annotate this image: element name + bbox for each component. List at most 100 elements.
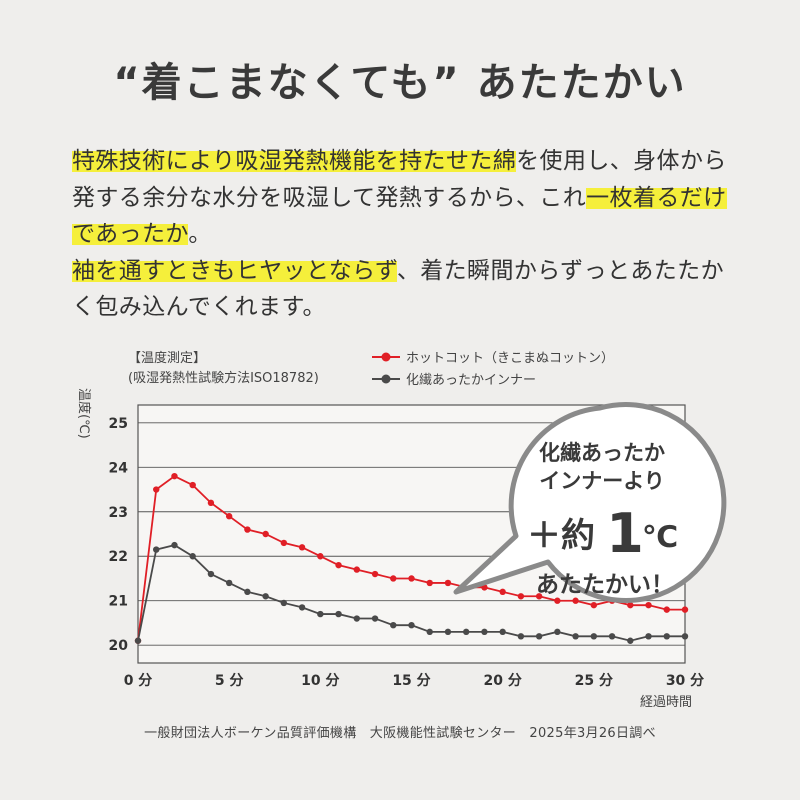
data-point-synthetic bbox=[353, 615, 360, 622]
data-point-hotcot bbox=[225, 513, 233, 520]
data-point-synthetic bbox=[244, 588, 251, 596]
data-point-synthetic bbox=[317, 610, 324, 618]
data-point-hotcot bbox=[153, 486, 160, 493]
data-point-synthetic bbox=[189, 553, 196, 560]
data-point-hotcot bbox=[317, 553, 324, 560]
data-point-hotcot bbox=[371, 570, 379, 578]
data-point-hotcot bbox=[262, 530, 269, 538]
data-point-synthetic bbox=[499, 628, 506, 636]
data-point-hotcot bbox=[189, 481, 196, 489]
data-point-synthetic bbox=[225, 579, 233, 587]
data-point-hotcot bbox=[171, 472, 178, 480]
data-point-synthetic bbox=[408, 621, 415, 629]
data-point-hotcot bbox=[645, 601, 652, 609]
measurement-method: (吸湿発熱性試験方法ISO18782) bbox=[128, 370, 319, 386]
data-point-hotcot bbox=[627, 601, 634, 609]
data-point-synthetic bbox=[681, 633, 689, 640]
callout-unit: ℃ bbox=[642, 520, 678, 555]
data-point-synthetic bbox=[390, 621, 397, 629]
data-point-synthetic bbox=[572, 633, 579, 640]
data-point-synthetic bbox=[134, 637, 142, 644]
paragraph-text: 。 bbox=[188, 221, 212, 247]
x-tick-label: 5 分 bbox=[215, 673, 244, 689]
y-tick-label: 20 bbox=[109, 638, 129, 654]
data-point-hotcot bbox=[444, 579, 452, 587]
legend-swatch-synthetic bbox=[381, 374, 391, 384]
data-point-hotcot bbox=[390, 575, 397, 582]
x-tick-label: 25 分 bbox=[575, 673, 613, 689]
y-tick-label: 25 bbox=[109, 416, 128, 432]
callout-shape bbox=[453, 402, 727, 604]
legend-label-synthetic: 化繊あったかインナー bbox=[406, 372, 536, 388]
measurement-label: 【温度測定】 bbox=[128, 350, 206, 366]
callout-line4: あたたかい！ bbox=[536, 572, 674, 598]
series-synthetic bbox=[134, 541, 689, 644]
data-point-hotcot bbox=[244, 526, 251, 533]
x-tick-label: 10 分 bbox=[301, 673, 339, 689]
data-point-hotcot bbox=[298, 544, 306, 551]
callout-line1: 化繊あったか bbox=[539, 441, 665, 465]
data-point-synthetic bbox=[481, 628, 488, 636]
x-tick-label: 15 分 bbox=[392, 673, 430, 689]
data-point-hotcot bbox=[535, 593, 543, 600]
data-point-synthetic bbox=[262, 593, 269, 600]
data-point-hotcot bbox=[681, 606, 689, 613]
data-point-hotcot bbox=[554, 597, 561, 604]
y-tick-label: 23 bbox=[109, 505, 128, 521]
data-point-synthetic bbox=[298, 604, 306, 611]
data-point-hotcot bbox=[499, 588, 506, 596]
y-axis-title-text: 温度(℃) bbox=[76, 388, 92, 439]
temperature-chart: 【温度測定】 (吸湿発熱性試験方法ISO18782) ホットコット（きこまぬコッ… bbox=[0, 330, 800, 800]
x-tick-label: 0 分 bbox=[124, 673, 153, 689]
data-point-synthetic bbox=[627, 637, 634, 644]
y-tick-labels: 20 21 22 23 24 25 bbox=[109, 416, 129, 654]
x-tick-label: 30 分 bbox=[666, 673, 704, 689]
data-point-hotcot bbox=[663, 606, 670, 613]
data-point-synthetic bbox=[608, 633, 616, 640]
x-tick-label: 20 分 bbox=[483, 673, 521, 689]
paragraph-text: 、着た瞬間からずっとあたたかく包み込んでくれます。 bbox=[72, 257, 724, 321]
data-point-hotcot bbox=[590, 601, 598, 609]
source-note: 一般財団法人ボーケン品質評価機構 大阪機能性試験センター 2025年3月26日調… bbox=[144, 726, 656, 741]
y-tick-label: 22 bbox=[109, 549, 128, 565]
data-point-synthetic bbox=[663, 633, 670, 640]
data-point-hotcot bbox=[280, 539, 288, 547]
data-point-synthetic bbox=[517, 633, 525, 640]
data-point-synthetic bbox=[645, 633, 652, 640]
highlighted-text: 袖を通すときもヒヤッとならず bbox=[72, 257, 397, 284]
data-point-synthetic bbox=[335, 610, 342, 618]
data-point-synthetic bbox=[426, 628, 433, 636]
series-hotcot bbox=[134, 472, 689, 644]
x-axis-title: 経過時間 bbox=[640, 695, 692, 710]
y-tick-label: 21 bbox=[109, 594, 128, 610]
data-point-synthetic bbox=[444, 628, 452, 636]
series-layer bbox=[134, 472, 689, 644]
legend-label-hotcot: ホットコット（きこまぬコットン） bbox=[406, 351, 614, 366]
y-tick-label: 24 bbox=[109, 460, 129, 476]
legend: ホットコット（きこまぬコットン） 化繊あったかインナー bbox=[372, 351, 614, 388]
data-point-hotcot bbox=[353, 566, 360, 573]
legend-swatch-hotcot bbox=[381, 352, 391, 362]
data-point-hotcot bbox=[517, 593, 525, 600]
data-point-hotcot bbox=[572, 597, 579, 604]
data-point-synthetic bbox=[207, 570, 215, 578]
headline: “着こまなくても” あたたかい bbox=[113, 60, 687, 106]
data-point-synthetic bbox=[535, 633, 543, 640]
callout-big-number: 1 bbox=[606, 502, 644, 565]
x-tick-labels: 0 分 5 分 10 分 15 分 20 分 25 分 30 分 bbox=[124, 673, 704, 689]
data-point-hotcot bbox=[335, 561, 342, 569]
description-paragraph: 特殊技術により吸湿発熱機能を持たせた綿を使用し、身体から発する余分な水分を吸湿し… bbox=[72, 143, 732, 326]
data-point-synthetic bbox=[153, 546, 160, 553]
highlighted-text: 特殊技術により吸湿発熱機能を持たせた綿 bbox=[72, 148, 517, 174]
chart-svg: 【温度測定】 (吸湿発熱性試験方法ISO18782) ホットコット（きこまぬコッ… bbox=[76, 350, 727, 710]
data-point-synthetic bbox=[590, 633, 598, 640]
data-point-synthetic bbox=[371, 615, 379, 622]
callout-line2: インナーより bbox=[539, 469, 665, 493]
data-point-hotcot bbox=[408, 575, 415, 582]
data-point-hotcot bbox=[207, 499, 215, 507]
data-point-synthetic bbox=[463, 628, 470, 636]
callout-bubble: 化繊あったか インナーより ＋約 1 ℃ あたたかい！ bbox=[453, 402, 727, 604]
data-point-synthetic bbox=[554, 628, 561, 636]
data-point-synthetic bbox=[171, 541, 178, 549]
paragraph-text: を使用し、身体から発する余分な水分を吸湿して発熱するから、これ bbox=[72, 148, 727, 211]
